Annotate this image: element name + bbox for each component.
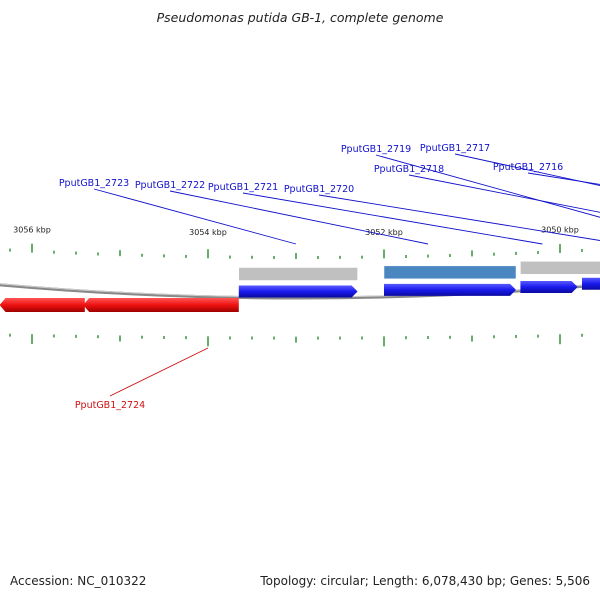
label-leader-line (242, 192, 543, 245)
forward-gene-track (238, 277, 600, 298)
topology-footer: Topology: circular; Length: 6,078,430 bp… (260, 574, 590, 588)
label-leader-line (169, 190, 429, 245)
gene-label: PputGB1_2724 (75, 400, 145, 411)
label-leader-line (109, 347, 209, 397)
scale-label: 3050 kbp (541, 226, 579, 235)
scale-label: 3052 kbp (365, 228, 403, 237)
accession-footer: Accession: NC_010322 (10, 574, 146, 588)
scale-label: 3056 kbp (13, 225, 51, 234)
gene-label: PputGB1_2719 (341, 144, 411, 155)
forward-gene-arrow (520, 280, 578, 293)
feature-bar (383, 265, 517, 280)
forward-gene-arrow (384, 283, 516, 296)
accession-label: Accession: (10, 574, 74, 588)
map-title: Pseudomonas putida GB-1, complete genome (157, 10, 444, 25)
label-leader-line (93, 188, 297, 245)
reverse-gene-arrow (83, 298, 239, 312)
accession-value: NC_010322 (77, 574, 147, 588)
label-leader-line (454, 153, 600, 187)
forward-gene-arrow (238, 285, 358, 298)
gene-label: PputGB1_2716 (493, 162, 563, 173)
reverse-gene-track (0, 298, 239, 312)
gene-label: PputGB1_2723 (59, 178, 129, 189)
label-leader-line (318, 194, 600, 241)
forward-gene-arrow (582, 277, 600, 290)
label-leader-line (408, 174, 600, 213)
feature-track (238, 261, 600, 281)
feature-bar (520, 261, 600, 275)
gene-label: PputGB1_2721 (208, 182, 278, 193)
gene-labels: PputGB1_2723 PputGB1_2722 PputGB1_2721 Pput… (59, 143, 600, 411)
tick-track-top (9, 243, 583, 259)
gene-label: PputGB1_2722 (135, 180, 205, 191)
gene-label: PputGB1_2718 (374, 164, 444, 175)
scale-label: 3054 kbp (189, 228, 227, 237)
tick-track-bottom (9, 333, 583, 347)
gene-label: PputGB1_2720 (284, 184, 354, 195)
feature-bar (238, 267, 358, 281)
reverse-gene-arrow (0, 298, 85, 312)
gene-label: PputGB1_2717 (420, 143, 490, 154)
